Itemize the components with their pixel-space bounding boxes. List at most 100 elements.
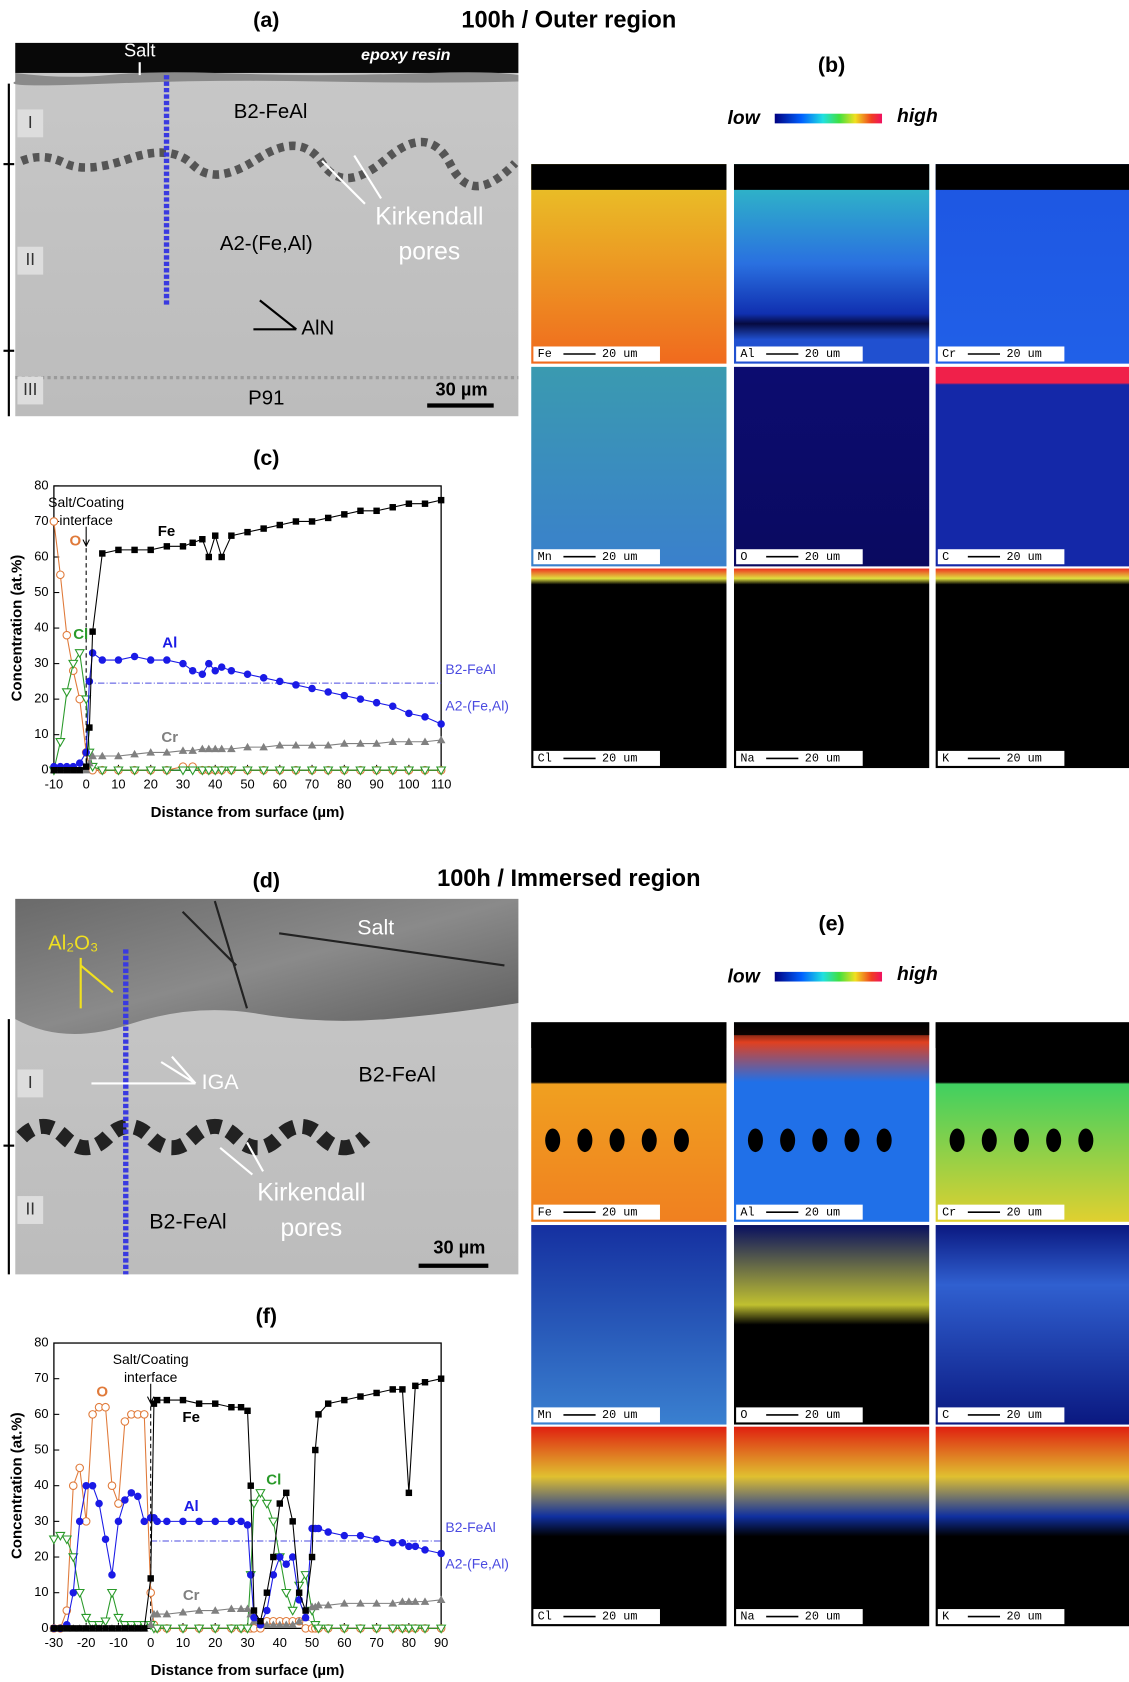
data-point bbox=[70, 1625, 77, 1632]
data-point bbox=[340, 691, 349, 700]
data-point bbox=[276, 521, 284, 529]
phase-label: A2-(Fe,Al) bbox=[445, 1555, 509, 1571]
data-point bbox=[114, 751, 123, 760]
zone-label: I bbox=[28, 112, 33, 132]
map-label-box bbox=[533, 549, 660, 565]
zone-box bbox=[17, 246, 44, 275]
data-point bbox=[255, 1489, 266, 1499]
x-tick-label: 50 bbox=[305, 1635, 319, 1650]
data-point bbox=[82, 748, 90, 757]
phase-label: B2-FeAl bbox=[149, 1210, 226, 1234]
x-tick-label: 80 bbox=[337, 777, 351, 792]
data-point bbox=[437, 496, 445, 504]
map-label-box bbox=[533, 1204, 660, 1220]
data-point bbox=[61, 688, 73, 698]
data-point bbox=[235, 1624, 247, 1634]
crack bbox=[181, 900, 505, 1009]
data-point bbox=[146, 748, 155, 756]
data-point bbox=[140, 1517, 149, 1526]
pore bbox=[812, 1128, 828, 1153]
data-point bbox=[301, 1613, 310, 1622]
pore bbox=[577, 1128, 593, 1153]
map-label-box bbox=[736, 346, 863, 362]
x-tick-label: 10 bbox=[111, 777, 125, 792]
data-point bbox=[101, 1535, 110, 1543]
salt-layer bbox=[13, 72, 519, 86]
oxide-label: Al₂O₃ bbox=[48, 932, 98, 954]
data-point bbox=[258, 766, 269, 776]
data-point bbox=[306, 766, 318, 776]
data-point bbox=[204, 744, 214, 753]
data-point bbox=[198, 744, 207, 753]
map-element: Na bbox=[740, 752, 754, 766]
data-point bbox=[226, 1624, 237, 1634]
data-point bbox=[152, 1609, 162, 1618]
data-point bbox=[244, 1407, 251, 1415]
data-point bbox=[398, 1597, 407, 1605]
data-point bbox=[134, 1625, 142, 1632]
panel-label: (e) bbox=[819, 911, 845, 935]
map-background bbox=[935, 1022, 1129, 1049]
map-label-box bbox=[736, 1204, 863, 1220]
y-tick-label: 30 bbox=[34, 1513, 48, 1528]
data-point bbox=[131, 546, 138, 554]
data-point bbox=[210, 744, 220, 753]
phase-label: B2-FeAl bbox=[445, 661, 495, 677]
data-point bbox=[287, 1606, 298, 1616]
zone-box bbox=[17, 1196, 44, 1224]
data-point bbox=[292, 518, 300, 525]
data-point bbox=[114, 1517, 123, 1526]
zone-box bbox=[17, 1069, 44, 1098]
data-point bbox=[210, 766, 221, 776]
map-label-box bbox=[937, 1609, 1065, 1625]
y-tick-label: 10 bbox=[34, 1584, 48, 1599]
series-line bbox=[53, 521, 442, 771]
data-point bbox=[228, 1404, 235, 1411]
data-point bbox=[55, 738, 66, 748]
data-point bbox=[436, 735, 446, 744]
element-map bbox=[935, 568, 1129, 769]
pointer bbox=[321, 154, 382, 205]
series-label: Al bbox=[184, 1498, 199, 1515]
pore bbox=[673, 1128, 689, 1153]
data-point bbox=[146, 1620, 155, 1629]
data-point bbox=[211, 1517, 219, 1526]
data-point bbox=[308, 684, 316, 693]
data-point bbox=[113, 1613, 124, 1624]
data-point bbox=[115, 546, 122, 554]
data-point bbox=[130, 652, 139, 661]
data-point bbox=[130, 749, 139, 758]
map-scale: 20 um bbox=[805, 347, 840, 361]
map-label-box bbox=[736, 750, 863, 766]
map-element: Cl bbox=[538, 752, 552, 766]
map-element: K bbox=[942, 752, 950, 766]
data-point bbox=[197, 766, 208, 776]
data-point bbox=[339, 766, 350, 776]
data-point bbox=[411, 1542, 420, 1551]
data-point bbox=[404, 737, 414, 745]
element-map bbox=[935, 366, 1129, 567]
x-tick-label: 0 bbox=[83, 777, 90, 792]
data-point bbox=[314, 1524, 323, 1533]
pore bbox=[1013, 1128, 1029, 1153]
data-point bbox=[178, 1608, 188, 1616]
pore bbox=[844, 1128, 860, 1153]
data-point bbox=[212, 532, 219, 539]
y-tick-label: 20 bbox=[34, 1548, 48, 1563]
map-element: Cr bbox=[942, 347, 956, 361]
data-point bbox=[259, 742, 268, 751]
x-tick-label: 70 bbox=[369, 1635, 383, 1650]
phase-label: B2-FeAl bbox=[234, 101, 308, 123]
data-point bbox=[355, 766, 366, 776]
x-tick-label: -10 bbox=[109, 1635, 128, 1650]
data-point bbox=[162, 1609, 172, 1618]
zone-box bbox=[17, 376, 44, 405]
data-point bbox=[114, 1499, 123, 1508]
data-point bbox=[74, 649, 85, 659]
data-point bbox=[161, 766, 173, 776]
data-point bbox=[308, 1553, 316, 1561]
data-point bbox=[150, 1400, 158, 1407]
data-point bbox=[102, 1625, 109, 1632]
data-point bbox=[437, 1549, 445, 1558]
data-point bbox=[82, 1625, 90, 1632]
